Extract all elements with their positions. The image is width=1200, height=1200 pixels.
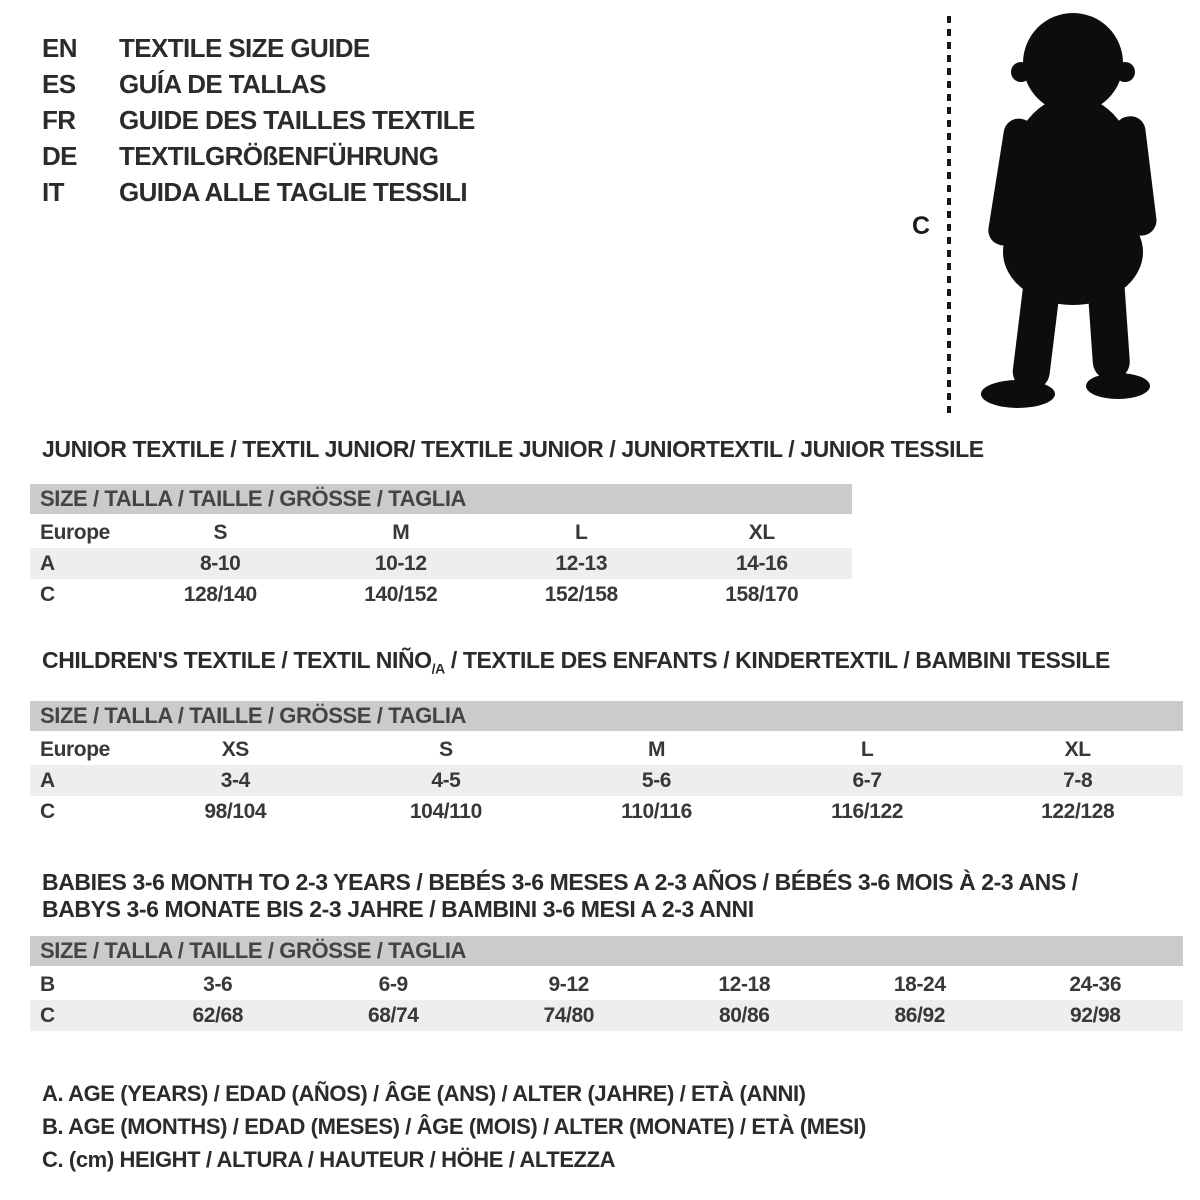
- lang-code: EN: [42, 32, 78, 63]
- legend-line-c: C. (cm) HEIGHT / ALTURA / HAUTEUR / HÖHE…: [42, 1146, 616, 1172]
- table-cell: 4-5: [431, 768, 461, 792]
- language-title-list: EN TEXTILE SIZE GUIDE ES GUÍA DE TALLAS …: [42, 30, 475, 210]
- table-cell: 5-6: [641, 768, 672, 792]
- table-cell: L: [575, 521, 588, 544]
- table-cell: 98/104: [204, 799, 267, 823]
- table-row-europe: Europe S M L XL: [30, 517, 852, 548]
- table-cell: 14-16: [735, 552, 788, 575]
- children-section-title: CHILDREN'S TEXTILE / TEXTIL NIÑO/A / TEX…: [30, 647, 1170, 683]
- top-section: EN TEXTILE SIZE GUIDE ES GUÍA DE TALLAS …: [0, 0, 1200, 432]
- table-row-age: A 8-10 10-12 12-13 14-16: [30, 548, 852, 579]
- table-cell: 7-8: [1063, 768, 1093, 792]
- table-cell: XL: [1064, 737, 1091, 761]
- table-cell: L: [860, 737, 874, 761]
- row-label: C: [40, 1003, 55, 1027]
- row-label: Europe: [40, 737, 110, 761]
- lang-row-it: IT GUIDA ALLE TAGLIE TESSILI: [42, 174, 475, 210]
- table-cell: 3-4: [220, 768, 251, 792]
- lang-code: ES: [42, 68, 76, 99]
- babies-section-title: BABIES 3-6 MONTH TO 2-3 YEARS / BEBÉS 3-…: [30, 869, 1170, 923]
- babies-title-line1: BABIES 3-6 MONTH TO 2-3 YEARS / BEBÉS 3-…: [42, 868, 1078, 895]
- table-cell: 104/110: [409, 799, 482, 823]
- size-header-row: SIZE / TALLA / TAILLE / GRÖSSE / TAGLIA: [30, 935, 1183, 966]
- size-header-row: SIZE / TALLA / TAILLE / GRÖSSE / TAGLIA: [30, 700, 1183, 731]
- table-cell: 6-9: [378, 972, 409, 996]
- table-cell: 18-24: [893, 972, 946, 996]
- table-cell: 128/140: [183, 583, 258, 606]
- guide-title-de: TEXTILGRÖßENFÜHRUNG: [119, 140, 439, 171]
- table-row-height: C 62/68 68/74 74/80 80/86 86/92 92/98: [30, 999, 1183, 1031]
- lang-row-es: ES GUÍA DE TALLAS: [42, 66, 475, 102]
- junior-section-title: JUNIOR TEXTILE / TEXTIL JUNIOR/ TEXTILE …: [42, 436, 984, 462]
- table-row-height: C 128/140 140/152 152/158 158/170: [30, 579, 852, 610]
- table-row-europe: Europe XS S M L XL: [30, 734, 1183, 765]
- lang-row-en: EN TEXTILE SIZE GUIDE: [42, 30, 475, 66]
- table-cell: 68/74: [367, 1003, 419, 1027]
- table-cell: 140/152: [364, 583, 438, 606]
- height-dashed-line: [947, 16, 951, 416]
- table-cell: 10-12: [374, 552, 427, 575]
- babies-size-table: SIZE / TALLA / TAILLE / GRÖSSE / TAGLIA …: [30, 935, 1183, 1031]
- tables-section: JUNIOR TEXTILE / TEXTIL JUNIOR/ TEXTILE …: [30, 436, 1183, 1031]
- table-cell: M: [392, 521, 410, 544]
- row-label: C: [40, 799, 55, 823]
- row-label: C: [40, 583, 55, 606]
- table-cell: XS: [221, 737, 250, 761]
- table-cell: 12-18: [718, 972, 771, 996]
- table-cell: 86/92: [894, 1003, 946, 1027]
- table-cell: 24-36: [1069, 972, 1122, 996]
- table-cell: 6-7: [852, 768, 883, 792]
- height-figure: C: [900, 0, 1200, 432]
- table-cell: XL: [748, 521, 775, 544]
- table-cell: 12-13: [555, 552, 608, 575]
- baby-silhouette-icon: [981, 13, 1157, 408]
- children-size-table: SIZE / TALLA / TAILLE / GRÖSSE / TAGLIA …: [30, 700, 1183, 827]
- lang-row-de: DE TEXTILGRÖßENFÜHRUNG: [42, 138, 475, 174]
- table-cell: 80/86: [718, 1003, 770, 1027]
- junior-size-table: SIZE / TALLA / TAILLE / GRÖSSE / TAGLIA …: [30, 484, 852, 610]
- row-label: B: [40, 972, 55, 996]
- lang-code: FR: [42, 104, 76, 135]
- table-row-height: C 98/104 104/110 110/116 116/122 122/128: [30, 796, 1183, 827]
- table-row-months: B 3-6 6-9 9-12 12-18 18-24 24-36: [30, 969, 1183, 1000]
- legend-line-b: B. AGE (MONTHS) / EDAD (MESES) / ÂGE (MO…: [42, 1113, 866, 1139]
- table-cell: S: [439, 737, 453, 761]
- table-cell: 74/80: [543, 1003, 595, 1027]
- row-label: Europe: [40, 521, 110, 544]
- table-cell: 152/158: [544, 583, 619, 606]
- row-label: A: [40, 552, 55, 575]
- row-label: A: [40, 768, 55, 792]
- table-cell: 158/170: [725, 583, 799, 606]
- table-cell: 3-6: [203, 972, 233, 996]
- size-header-row: SIZE / TALLA / TAILLE / GRÖSSE / TAGLIA: [30, 484, 852, 514]
- table-cell: 116/122: [831, 799, 904, 823]
- guide-title-es: GUÍA DE TALLAS: [119, 68, 326, 99]
- table-cell: 9-12: [548, 972, 590, 996]
- guide-title-en: TEXTILE SIZE GUIDE: [119, 32, 370, 63]
- table-cell: M: [647, 737, 666, 761]
- lang-code: DE: [42, 140, 78, 171]
- children-title-sub: /A: [431, 660, 446, 677]
- table-cell: 62/68: [192, 1003, 244, 1027]
- legend: A. AGE (YEARS) / EDAD (AÑOS) / ÂGE (ANS)…: [42, 1081, 1200, 1180]
- guide-title-it: GUIDA ALLE TAGLIE TESSILI: [119, 176, 468, 207]
- table-cell: 8-10: [200, 552, 241, 575]
- table-row-age: A 3-4 4-5 5-6 6-7 7-8: [30, 764, 1183, 796]
- height-measure-label: C: [912, 212, 931, 240]
- lang-code: IT: [42, 176, 65, 207]
- table-cell: S: [213, 521, 228, 544]
- table-cell: 92/98: [1069, 1003, 1121, 1027]
- guide-title-fr: GUIDE DES TAILLES TEXTILE: [119, 104, 475, 135]
- children-title-suffix: / TEXTILE DES ENFANTS / KINDERTEXTIL / B…: [444, 647, 1111, 673]
- lang-row-fr: FR GUIDE DES TAILLES TEXTILE: [42, 102, 475, 138]
- babies-title-line2: BABYS 3-6 MONATE BIS 2-3 JAHRE / BAMBINI…: [42, 895, 754, 922]
- legend-line-a: A. AGE (YEARS) / EDAD (AÑOS) / ÂGE (ANS)…: [42, 1080, 806, 1106]
- table-cell: 122/128: [1041, 799, 1115, 823]
- table-cell: 110/116: [621, 799, 692, 823]
- children-title-prefix: CHILDREN'S TEXTILE / TEXTIL NIÑO: [42, 647, 432, 673]
